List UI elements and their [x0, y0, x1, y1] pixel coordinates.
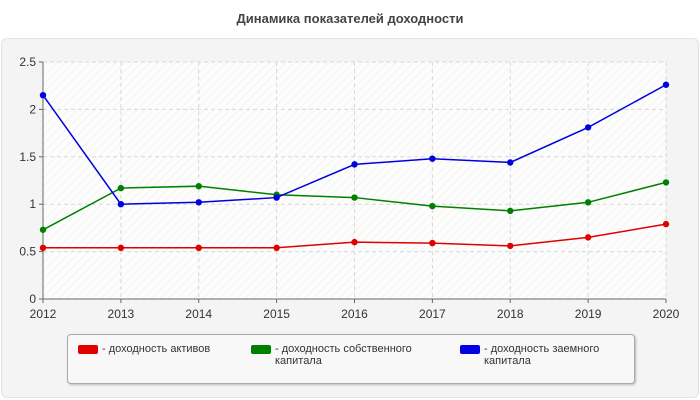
y-tick-label: 0	[29, 292, 36, 306]
data-point-assets	[273, 244, 280, 252]
data-point-equity	[195, 182, 202, 190]
legend-label-debt: - доходность заемного капитала	[484, 343, 600, 367]
data-point-equity	[507, 207, 514, 215]
x-tick-label: 2013	[108, 307, 135, 321]
x-tick-label: 2016	[341, 307, 368, 321]
data-point-equity	[117, 184, 125, 192]
data-point-debt	[273, 194, 280, 201]
legend-item-debt: - доходность заемного капитала	[460, 343, 630, 367]
data-point-equity	[351, 194, 358, 201]
data-point-debt	[507, 159, 514, 166]
data-point-assets	[195, 244, 202, 252]
y-tick-label: 1	[29, 197, 36, 211]
legend-item-equity: - доходность собственного капитала	[251, 343, 441, 367]
x-tick-label: 2018	[497, 307, 524, 321]
axes	[39, 61, 667, 303]
data-point-assets	[584, 234, 592, 241]
data-point-debt	[39, 91, 47, 99]
legend-swatch-debt	[460, 345, 480, 354]
data-point-equity	[39, 226, 47, 233]
data-point-assets	[39, 244, 47, 252]
x-tick-label: 2020	[653, 307, 680, 321]
data-point-assets	[117, 244, 125, 252]
data-point-debt	[117, 201, 125, 208]
y-tick-label: 1.5	[19, 150, 36, 164]
chart-title: Динамика показателей доходности	[236, 11, 464, 26]
grid-lines	[43, 61, 667, 299]
legend-label-assets: - доходность активов	[102, 343, 211, 355]
x-tick-label: 2019	[575, 307, 602, 321]
x-tick-label: 2015	[263, 307, 290, 321]
legend: - доходность активов - доходность собств…	[67, 334, 635, 384]
series-group	[39, 81, 670, 252]
y-tick-label: 2	[29, 102, 36, 116]
data-point-debt	[351, 161, 358, 168]
data-point-equity	[662, 179, 670, 186]
data-point-assets	[507, 242, 514, 250]
tick-labels: 0 0.5 1 1.5 2 2.5 2012 2013 2014 2015 2016 2017 2018…	[19, 55, 679, 321]
y-tick-label: 2.5	[19, 55, 36, 69]
data-point-assets	[351, 238, 358, 246]
y-tick-label: 0.5	[19, 245, 36, 259]
data-point-equity	[429, 202, 436, 210]
data-point-assets	[429, 239, 436, 247]
data-point-debt	[195, 199, 202, 206]
data-point-debt	[662, 81, 670, 88]
x-tick-label: 2017	[419, 307, 446, 321]
data-point-assets	[662, 220, 670, 228]
data-point-debt	[584, 124, 592, 131]
x-tick-label: 2014	[185, 307, 212, 321]
legend-swatch-equity	[251, 345, 271, 354]
legend-item-assets: - доходность активов	[78, 343, 238, 355]
data-point-debt	[429, 155, 436, 162]
data-point-equity	[584, 199, 592, 206]
legend-label-equity: - доходность собственного капитала	[275, 343, 412, 367]
legend-swatch-assets	[78, 345, 98, 354]
x-tick-label: 2012	[30, 307, 57, 321]
